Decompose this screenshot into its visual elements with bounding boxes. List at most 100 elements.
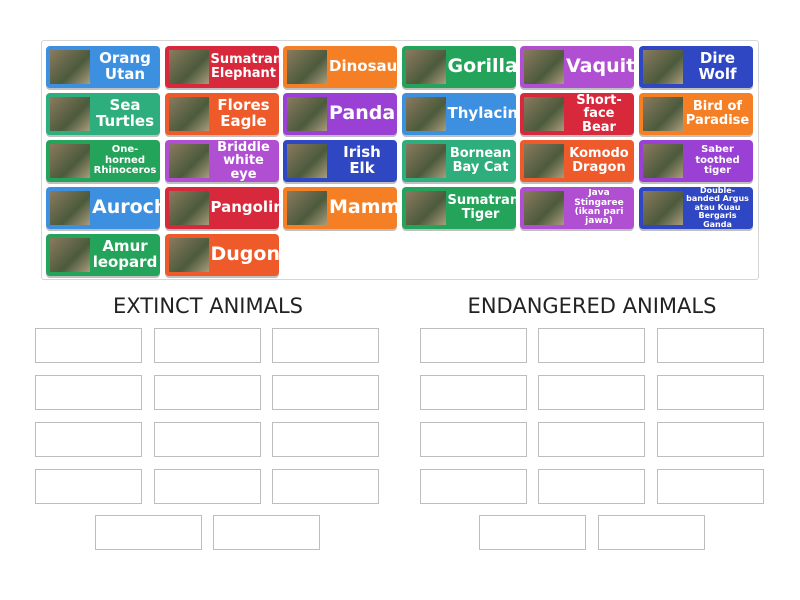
drop-slot[interactable] bbox=[657, 328, 764, 363]
tile-label: Bornean Bay Cat bbox=[449, 147, 512, 175]
tile-label: Flores Eagle bbox=[217, 98, 270, 130]
tile-image bbox=[50, 191, 90, 225]
tile-image bbox=[168, 191, 209, 225]
tile-image bbox=[50, 97, 90, 131]
drop-slot[interactable] bbox=[35, 469, 142, 504]
word-tile[interactable]: Dire Wolf bbox=[638, 46, 753, 88]
tile-label: Vaquita bbox=[566, 57, 634, 77]
tile-label: Komodo Dragon bbox=[569, 147, 629, 175]
tile-label: Irish Elk bbox=[343, 145, 381, 177]
tile-image bbox=[524, 97, 564, 131]
tile-image bbox=[642, 144, 683, 178]
drop-slot[interactable] bbox=[598, 515, 705, 550]
drop-slot[interactable] bbox=[420, 375, 527, 410]
tile-image bbox=[287, 97, 327, 131]
tile-image bbox=[50, 144, 90, 178]
tile-label: Panda bbox=[329, 104, 396, 124]
tile-label: Amur leopard bbox=[92, 239, 158, 271]
drop-slot[interactable] bbox=[154, 328, 261, 363]
word-tile[interactable]: Briddle white eye bbox=[164, 140, 279, 182]
drop-slot[interactable] bbox=[479, 515, 586, 550]
word-tile[interactable]: Thylacine bbox=[401, 93, 516, 135]
tile-image bbox=[642, 50, 683, 84]
tile-image bbox=[524, 191, 564, 225]
word-tile[interactable]: Gorilla bbox=[401, 46, 516, 88]
word-tile[interactable]: Flores Eagle bbox=[164, 93, 279, 135]
word-tile[interactable]: Mammoth bbox=[283, 187, 397, 229]
word-tile[interactable]: Panda bbox=[283, 93, 397, 135]
word-tile[interactable]: Dinosaur bbox=[283, 46, 397, 88]
drop-slot[interactable] bbox=[657, 469, 764, 504]
tile-image bbox=[168, 238, 209, 272]
tile-image bbox=[405, 144, 446, 178]
drop-slot[interactable] bbox=[538, 328, 645, 363]
word-tile[interactable]: Bird of Paradise bbox=[638, 93, 753, 135]
drop-slot[interactable] bbox=[154, 422, 261, 457]
drop-slot[interactable] bbox=[538, 375, 645, 410]
drop-slot[interactable] bbox=[35, 328, 142, 363]
drop-slot[interactable] bbox=[538, 469, 645, 504]
tile-image bbox=[405, 191, 446, 225]
drop-slot[interactable] bbox=[272, 328, 379, 363]
tile-image bbox=[168, 97, 209, 131]
word-tile[interactable]: Java Stingaree (ikan pari jawa) bbox=[520, 187, 634, 229]
drop-slot[interactable] bbox=[272, 375, 379, 410]
group-heading: ENDANGERED ANIMALS bbox=[467, 294, 717, 318]
word-tile[interactable]: Irish Elk bbox=[283, 140, 397, 182]
drop-slot[interactable] bbox=[35, 375, 142, 410]
tile-label: Gorilla bbox=[447, 57, 516, 77]
word-tile[interactable]: Double-banded Argus atau Kuau Bergaris G… bbox=[638, 187, 753, 229]
word-tile[interactable]: Bornean Bay Cat bbox=[401, 140, 516, 182]
drop-slot[interactable] bbox=[420, 328, 527, 363]
tile-image bbox=[287, 191, 327, 225]
tile-label: Dire Wolf bbox=[698, 51, 737, 83]
tile-label: Dinosaur bbox=[329, 59, 397, 75]
tile-label: Double-banded Argus atau Kuau Bergaris G… bbox=[686, 187, 749, 229]
tile-image bbox=[287, 144, 327, 178]
word-tile[interactable]: Sea Turtles bbox=[46, 93, 160, 135]
drop-slot[interactable] bbox=[35, 422, 142, 457]
group-heading: EXTINCT ANIMALS bbox=[113, 294, 303, 318]
tile-label: Orang Utan bbox=[99, 51, 151, 83]
tile-label: Dugong bbox=[210, 245, 279, 265]
tile-image bbox=[50, 50, 90, 84]
tile-label: Sumatran Tiger bbox=[447, 194, 516, 222]
tile-image bbox=[50, 238, 90, 272]
word-tile[interactable]: Pangolin bbox=[164, 187, 279, 229]
drop-slot[interactable] bbox=[420, 469, 527, 504]
word-tile[interactable]: Saber toothed tiger bbox=[638, 140, 753, 182]
tile-label: Aurochs bbox=[92, 198, 160, 218]
word-tile[interactable]: Orang Utan bbox=[46, 46, 160, 88]
tile-image bbox=[168, 50, 209, 84]
word-tile[interactable]: Short-face Bear bbox=[520, 93, 634, 135]
tile-image bbox=[642, 191, 683, 225]
tile-label: Sumatran Elephant bbox=[210, 53, 279, 81]
word-tile[interactable]: One-horned Rhinoceros bbox=[46, 140, 160, 182]
word-tile[interactable]: Sumatran Tiger bbox=[401, 187, 516, 229]
tile-label: Thylacine bbox=[447, 106, 516, 122]
word-tile[interactable]: Komodo Dragon bbox=[520, 140, 634, 182]
tile-image bbox=[405, 50, 446, 84]
drop-slot[interactable] bbox=[272, 422, 379, 457]
drop-slot[interactable] bbox=[154, 375, 261, 410]
word-tile[interactable]: Vaquita bbox=[520, 46, 634, 88]
drop-slot[interactable] bbox=[420, 422, 527, 457]
drop-slot[interactable] bbox=[538, 422, 645, 457]
drop-slot[interactable] bbox=[154, 469, 261, 504]
word-tile[interactable]: Dugong bbox=[164, 234, 279, 276]
tile-image bbox=[405, 97, 446, 131]
word-tile[interactable]: Aurochs bbox=[46, 187, 160, 229]
tile-label: Sea Turtles bbox=[95, 98, 155, 130]
word-tile[interactable]: Sumatran Elephant bbox=[164, 46, 279, 88]
tile-image bbox=[642, 97, 683, 131]
drop-slot[interactable] bbox=[213, 515, 320, 550]
drop-slot[interactable] bbox=[95, 515, 202, 550]
tile-label: One-horned Rhinoceros bbox=[93, 145, 157, 177]
drop-slot[interactable] bbox=[657, 375, 764, 410]
word-tile[interactable]: Amur leopard bbox=[46, 234, 160, 276]
tile-label: Mammoth bbox=[329, 198, 397, 218]
drop-slot[interactable] bbox=[272, 469, 379, 504]
tile-image bbox=[524, 144, 564, 178]
drop-slot[interactable] bbox=[657, 422, 764, 457]
